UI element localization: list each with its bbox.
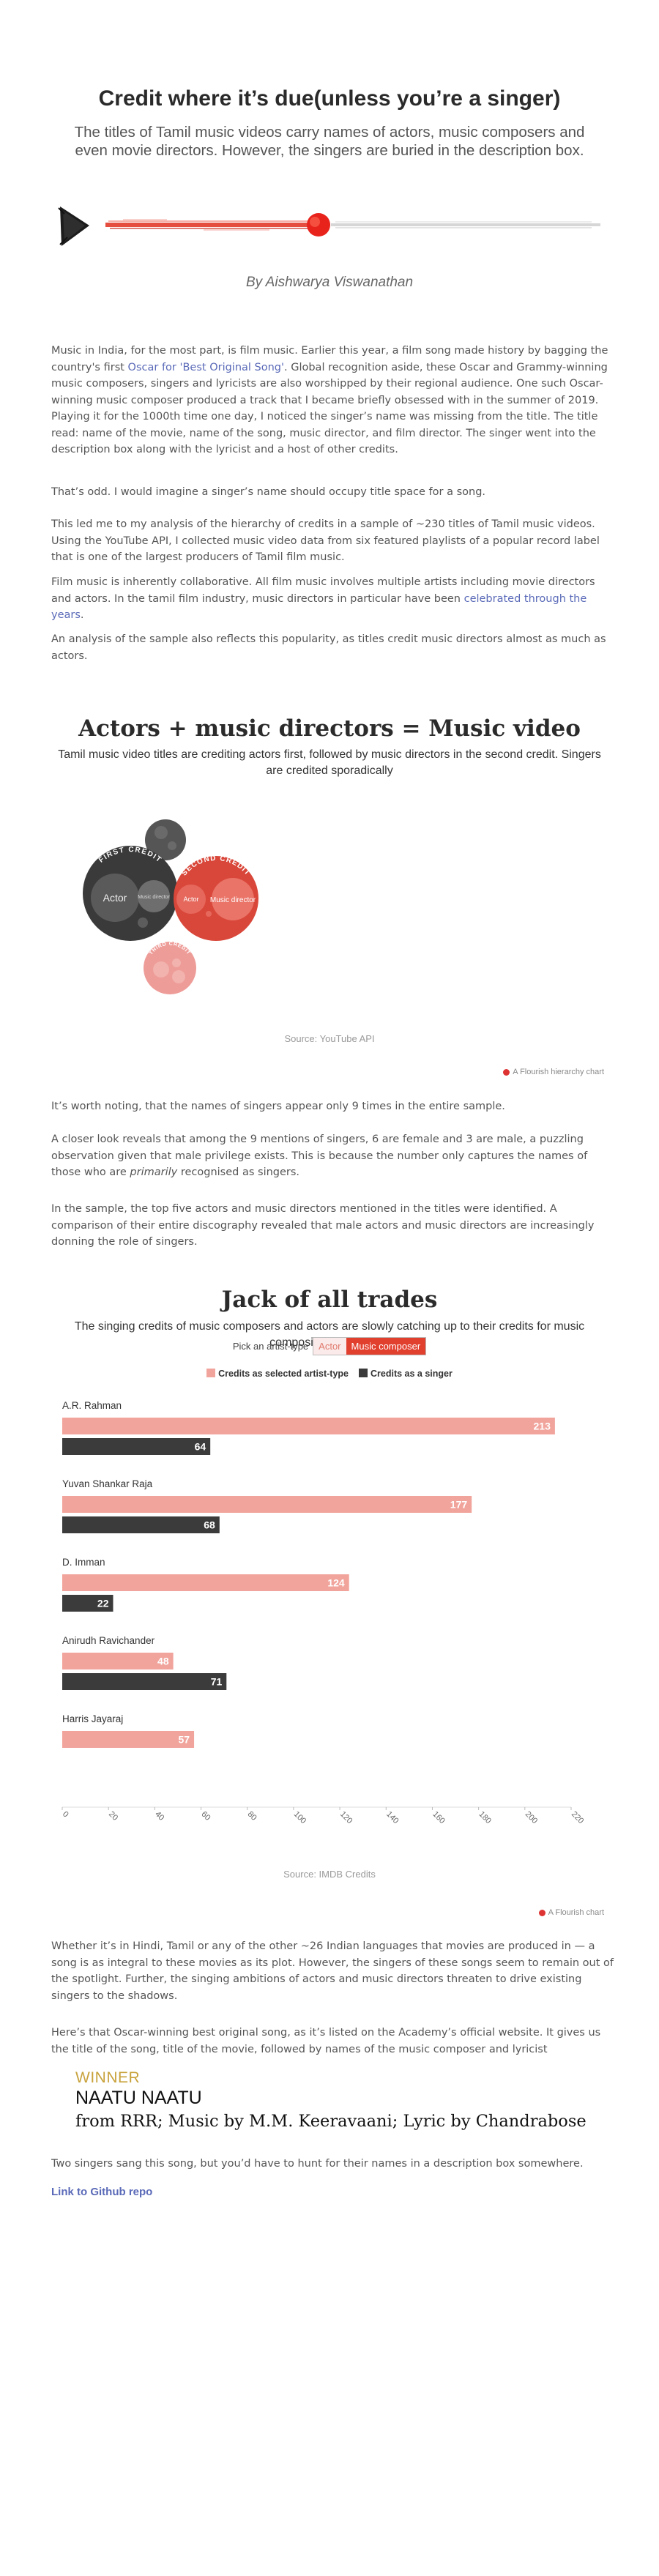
byline: By Aishwarya Viswanathan xyxy=(245,275,414,290)
flourish-credits-chart[interactable]: A Flourish chart xyxy=(538,1908,604,1917)
first-credit-minor-bubble xyxy=(138,917,148,928)
section-subtitle-credits: Tamil music video titles are crediting a… xyxy=(58,748,601,777)
bar-category-label: Yuvan Shankar Raja xyxy=(62,1478,153,1489)
outro-paragraph-2: Here’s that Oscar-winning best original … xyxy=(51,2027,601,2055)
x-tick-label: 160 xyxy=(431,1810,446,1825)
github-repo-link[interactable]: Link to Github repo xyxy=(51,2186,153,2198)
second-credit-minor-bubble xyxy=(206,911,212,917)
celebrated-link[interactable]: celebrated through the years xyxy=(51,592,587,622)
mid-paragraph-2: A closer look reveals that among the 9 m… xyxy=(51,1133,588,1178)
bar-category-label: D. Imman xyxy=(62,1557,105,1568)
progress-knob xyxy=(307,213,330,237)
bar-category-label: A.R. Rahman xyxy=(62,1400,122,1411)
bar-singer[interactable] xyxy=(62,1438,211,1455)
flourish-icon xyxy=(538,1909,546,1916)
x-tick-label: 40 xyxy=(153,1810,165,1823)
flourish-icon xyxy=(503,1068,510,1076)
first-credit-actor-label: Actor xyxy=(103,892,127,904)
outro-paragraph-1: Whether it’s in Hindi, Tamil or any of t… xyxy=(51,1940,614,2002)
hierarchy-source: Source: YouTube API xyxy=(284,1033,375,1044)
second-credit-music-director-label: Music director xyxy=(210,896,256,904)
bar-value-label: 177 xyxy=(450,1499,468,1511)
x-tick-label: 60 xyxy=(199,1810,212,1823)
x-tick-label: 80 xyxy=(246,1810,258,1823)
chart-legend: Credits as selected artist-type Credits … xyxy=(0,1369,659,1379)
bar-value-label: 64 xyxy=(195,1441,206,1453)
intro-paragraph-1: Music in India, for the most part, is fi… xyxy=(51,345,608,455)
winner-song-title: NAATU NAATU xyxy=(75,2088,202,2108)
oscar-link[interactable]: Oscar for 'Best Original Song' xyxy=(127,361,284,373)
play-progress-graphic xyxy=(58,206,600,246)
picker-label: Pick an artist-type xyxy=(232,1341,309,1352)
credits-hierarchy-chart: FIRST CREDIT Actor Music director SECOND… xyxy=(83,819,258,994)
winner-credits: from RRR; Music by M.M. Keeravaani; Lyri… xyxy=(75,2112,587,2131)
x-tick-label: 0 xyxy=(61,1810,70,1820)
progress-played xyxy=(105,219,318,231)
x-tick-label: 120 xyxy=(338,1810,354,1825)
x-tick-label: 220 xyxy=(570,1810,585,1825)
second-credit-music-director-bubble[interactable] xyxy=(212,878,254,920)
bar-artist-type[interactable] xyxy=(62,1653,174,1669)
x-tick-label: 180 xyxy=(477,1810,493,1825)
bar-value-label: 124 xyxy=(327,1577,345,1589)
mid-paragraph-3: In the sample, the top five actors and m… xyxy=(51,1203,595,1248)
bar-artist-type[interactable] xyxy=(62,1574,349,1591)
x-tick-label: 140 xyxy=(384,1810,400,1825)
bar-artist-type[interactable] xyxy=(62,1731,195,1748)
unlabeled-inner-bubble xyxy=(154,826,168,839)
intro-paragraph-2: That’s odd. I would imagine a singer’s n… xyxy=(51,486,486,498)
mid-paragraph-1: It’s worth noting, that the names of sin… xyxy=(51,1101,505,1112)
intro-paragraph-3: This led me to my analysis of the hierar… xyxy=(51,518,600,563)
bar-artist-type[interactable] xyxy=(62,1418,555,1434)
picker-music-composer-button[interactable]: Music composer xyxy=(346,1338,426,1355)
bar-artist-type[interactable] xyxy=(62,1496,472,1513)
outro-paragraph-3: Two singers sang this song, but you’d ha… xyxy=(51,2158,584,2170)
bar-value-label: 48 xyxy=(157,1656,169,1667)
winner-label: WINNER xyxy=(75,2069,141,2086)
unlabeled-inner-bubble xyxy=(168,841,176,850)
legend-swatch xyxy=(359,1369,368,1377)
bar-category-label: Harris Jayaraj xyxy=(62,1713,123,1724)
picker-buttons: Actor Music composer xyxy=(313,1337,427,1355)
article-subtitle: The titles of Tamil music videos carry n… xyxy=(74,124,585,159)
bar-value-label: 57 xyxy=(178,1734,190,1746)
play-icon xyxy=(58,206,89,246)
picker-actor-button[interactable]: Actor xyxy=(313,1338,346,1355)
artist-type-picker: Pick an artist-type Actor Music composer xyxy=(0,1337,659,1355)
third-credit-inner-bubble xyxy=(172,970,185,983)
bar-chart-source: Source: IMDB Credits xyxy=(283,1869,376,1880)
bar-value-label: 71 xyxy=(211,1676,223,1688)
x-tick-label: 200 xyxy=(524,1810,539,1825)
intro-paragraph-5: An analysis of the sample also reflects … xyxy=(51,633,606,662)
second-credit-actor-bubble[interactable] xyxy=(176,885,206,914)
x-tick-label: 20 xyxy=(107,1810,119,1823)
section-title-credits: Actors + music directors = Music video xyxy=(78,715,581,742)
first-credit-actor-bubble[interactable] xyxy=(91,874,139,922)
third-credit-inner-bubble xyxy=(172,958,181,967)
x-tick-label: 100 xyxy=(292,1810,308,1825)
credits-bar-chart: A.R. Rahman 213 64 Yuvan Shankar Raja 177 68 D… xyxy=(61,1400,585,1825)
flourish-credit-hierarchy[interactable]: A Flourish hierarchy chart xyxy=(503,1068,604,1076)
third-credit-inner-bubble xyxy=(153,961,169,978)
first-credit-music-director-label: Music director xyxy=(138,895,170,900)
bar-value-label: 213 xyxy=(534,1421,551,1432)
bar-singer[interactable] xyxy=(62,1595,113,1612)
section-title-jack: Jack of all trades xyxy=(221,1287,438,1313)
bar-singer[interactable] xyxy=(62,1673,227,1690)
first-credit-music-director-bubble[interactable] xyxy=(138,880,170,912)
legend-item-selected[interactable]: Credits as selected artist-type xyxy=(206,1369,349,1379)
bar-value-label: 68 xyxy=(204,1519,215,1531)
article-title: Credit where it’s due(unless you’re a si… xyxy=(98,86,561,111)
bar-singer[interactable] xyxy=(62,1516,220,1533)
bar-value-label: 22 xyxy=(97,1598,109,1609)
bar-category-label: Anirudh Ravichander xyxy=(62,1635,155,1646)
progress-remaining xyxy=(331,221,600,228)
intro-paragraph-4: Film music is inherently collaborative. … xyxy=(51,576,595,622)
legend-item-singer[interactable]: Credits as a singer xyxy=(359,1369,453,1379)
second-credit-actor-label: Actor xyxy=(183,896,198,903)
legend-swatch xyxy=(206,1369,216,1377)
